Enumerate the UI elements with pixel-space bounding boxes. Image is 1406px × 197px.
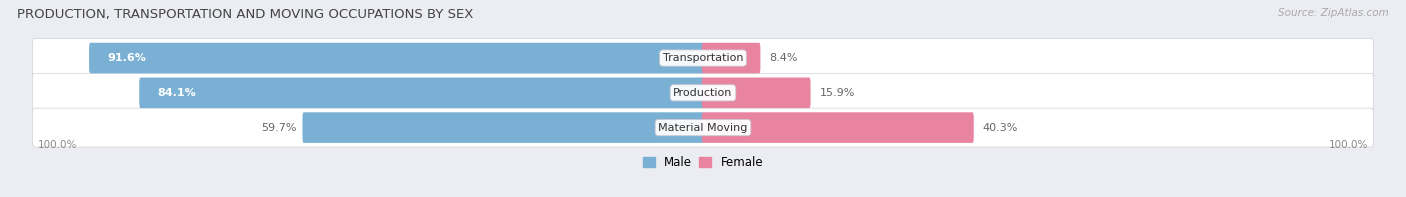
FancyBboxPatch shape [32, 108, 1374, 147]
FancyBboxPatch shape [139, 78, 704, 108]
FancyBboxPatch shape [702, 78, 810, 108]
Text: Transportation: Transportation [662, 53, 744, 63]
Text: 84.1%: 84.1% [157, 88, 195, 98]
FancyBboxPatch shape [32, 73, 1374, 112]
Text: Material Moving: Material Moving [658, 123, 748, 133]
Text: 100.0%: 100.0% [38, 140, 77, 150]
Text: 15.9%: 15.9% [820, 88, 855, 98]
Text: 91.6%: 91.6% [107, 53, 146, 63]
Text: 8.4%: 8.4% [769, 53, 797, 63]
FancyBboxPatch shape [32, 39, 1374, 78]
Text: Production: Production [673, 88, 733, 98]
FancyBboxPatch shape [702, 112, 974, 143]
Legend: Male, Female: Male, Female [643, 156, 763, 169]
Text: 40.3%: 40.3% [983, 123, 1018, 133]
Text: 100.0%: 100.0% [1329, 140, 1368, 150]
FancyBboxPatch shape [89, 43, 704, 73]
FancyBboxPatch shape [302, 112, 704, 143]
Text: 59.7%: 59.7% [262, 123, 297, 133]
FancyBboxPatch shape [702, 43, 761, 73]
Text: PRODUCTION, TRANSPORTATION AND MOVING OCCUPATIONS BY SEX: PRODUCTION, TRANSPORTATION AND MOVING OC… [17, 8, 474, 21]
Text: Source: ZipAtlas.com: Source: ZipAtlas.com [1278, 8, 1389, 18]
